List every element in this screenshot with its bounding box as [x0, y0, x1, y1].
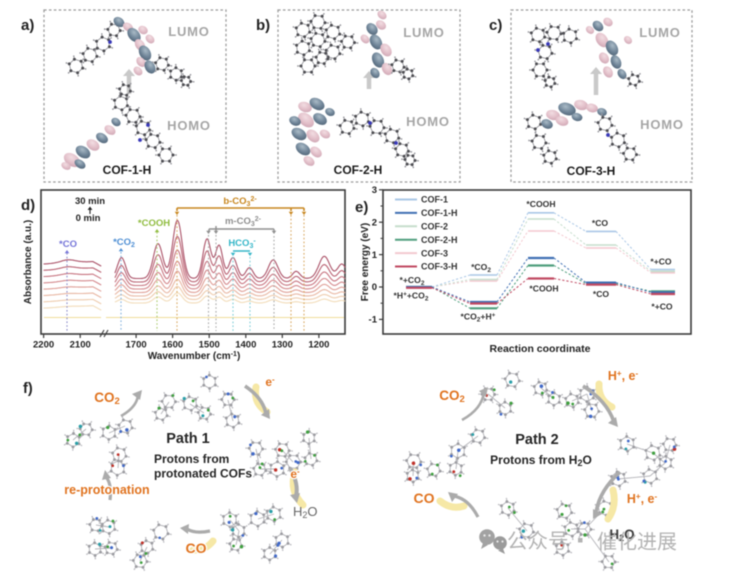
svg-text:COF-2-H: COF-2-H: [334, 163, 383, 177]
svg-text:Path 1: Path 1: [166, 431, 210, 447]
svg-text:0 min: 0 min: [76, 213, 101, 224]
svg-text:30 min: 30 min: [75, 196, 105, 207]
svg-text:0: 0: [372, 282, 377, 293]
svg-text:COF-2-H: COF-2-H: [421, 235, 458, 245]
svg-text:1600: 1600: [162, 340, 183, 351]
svg-text:COF-1-H: COF-1-H: [421, 208, 458, 218]
svg-text:*COOH: *COOH: [526, 199, 555, 209]
svg-text:Reaction coordinate: Reaction coordinate: [490, 343, 591, 355]
svg-text:e): e): [355, 199, 368, 216]
svg-text:LUMO: LUMO: [403, 25, 444, 40]
svg-text:催化进展: 催化进展: [597, 531, 677, 554]
svg-text:a): a): [21, 17, 34, 34]
svg-text:HOMO: HOMO: [640, 117, 684, 132]
svg-text:COF-2: COF-2: [421, 222, 448, 232]
svg-text:*+CO: *+CO: [650, 257, 672, 267]
svg-text:2100: 2100: [70, 340, 91, 351]
svg-text:COF-3-H: COF-3-H: [421, 262, 458, 272]
svg-text:1500: 1500: [199, 340, 220, 351]
svg-text:*COOH: *COOH: [138, 218, 170, 229]
svg-text:d): d): [21, 197, 35, 214]
svg-text:Path 2: Path 2: [515, 432, 559, 448]
svg-text:CO: CO: [414, 490, 435, 506]
svg-text:1700: 1700: [126, 340, 147, 351]
svg-text:HOMO: HOMO: [167, 118, 211, 133]
svg-text:COF-3-H: COF-3-H: [567, 164, 616, 178]
svg-text:1: 1: [372, 250, 378, 261]
svg-text:HOMO: HOMO: [406, 114, 450, 129]
svg-text:*COOH: *COOH: [529, 284, 558, 294]
svg-text:Protons from H2O: Protons from H2O: [490, 453, 592, 468]
svg-text:Absorbance (a.u.): Absorbance (a.u.): [23, 220, 34, 304]
svg-text:2200: 2200: [33, 340, 54, 351]
svg-text:-1: -1: [369, 315, 378, 326]
svg-text:1200: 1200: [308, 340, 329, 351]
svg-text:*CO: *CO: [593, 289, 610, 299]
svg-text:Free energy (eV): Free energy (eV): [360, 223, 371, 301]
svg-text:re-protonation: re-protonation: [64, 483, 149, 497]
svg-text:1300: 1300: [272, 340, 293, 351]
svg-text:公众号: 公众号: [507, 530, 569, 553]
svg-text:*CO: *CO: [59, 239, 77, 250]
svg-text:f): f): [23, 381, 33, 397]
svg-text:1400: 1400: [235, 340, 256, 351]
svg-text:LUMO: LUMO: [168, 24, 209, 39]
svg-text:COF-1: COF-1: [421, 195, 448, 205]
svg-text:3: 3: [372, 185, 377, 196]
svg-text:2: 2: [372, 217, 377, 228]
svg-text:*+CO: *+CO: [651, 302, 673, 312]
svg-text:Wavenumber (cm-1): Wavenumber (cm-1): [148, 351, 241, 362]
svg-text:Protons from: Protons from: [154, 452, 229, 466]
svg-text:H+, e-: H+, e-: [608, 369, 639, 383]
svg-text:c): c): [489, 17, 502, 34]
svg-text:COF-1-H: COF-1-H: [103, 163, 152, 177]
svg-text:LUMO: LUMO: [639, 25, 680, 40]
svg-text:b): b): [256, 17, 270, 34]
svg-text:COF-3: COF-3: [421, 248, 448, 258]
svg-text:*CO: *CO: [592, 218, 609, 228]
svg-text:CO: CO: [186, 540, 207, 556]
svg-text:H+, e-: H+, e-: [627, 492, 658, 506]
svg-text:protonated COFs: protonated COFs: [154, 467, 252, 481]
